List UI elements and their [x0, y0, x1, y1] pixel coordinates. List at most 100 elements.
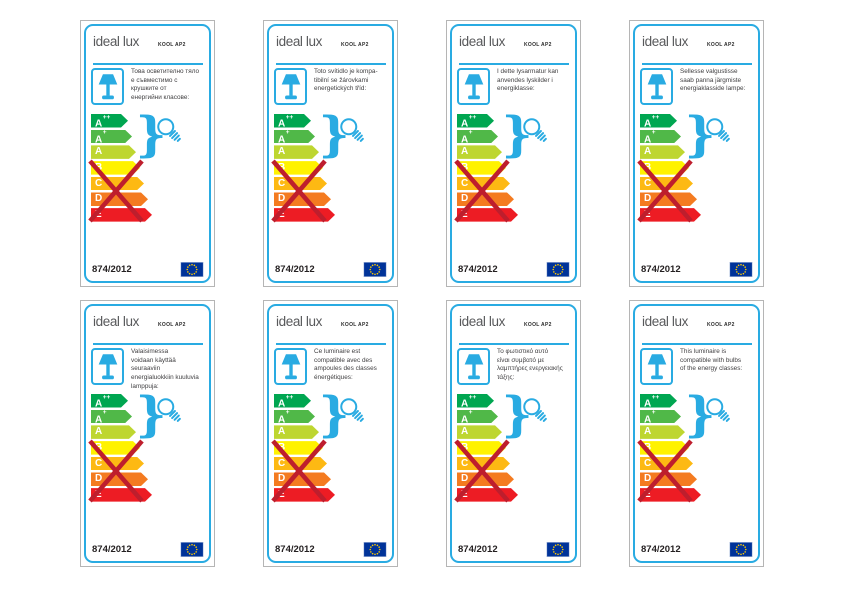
header-divider [93, 343, 203, 345]
regulation-number: 874/2012 [641, 264, 681, 275]
light-bulb-icon [340, 118, 364, 142]
table-lamp-icon [640, 68, 673, 105]
compatibility-text: Sellesse valgustisse saab panna järgmist… [680, 68, 746, 93]
eu-flag-icon [546, 542, 570, 557]
table-lamp-glyph [464, 353, 483, 379]
energy-label-card: ideal lux KOOL AP2 Това осветително тяло… [80, 20, 215, 287]
model-name: KOOL AP2 [158, 322, 186, 328]
energy-class-arrow-App: A++ [457, 114, 494, 128]
model-name: KOOL AP2 [524, 42, 552, 48]
brace-group-icon: } [318, 107, 350, 163]
light-bulb-icon [157, 118, 181, 142]
energy-class-scale: A++A+ABCDE [274, 394, 335, 504]
energy-class-arrow-Ap: A+ [91, 130, 132, 144]
energy-class-arrow-A: A [91, 425, 136, 439]
energy-class-arrow-Ap: A+ [457, 130, 498, 144]
energy-label-card: ideal lux KOOL AP2 This luminaire is com… [629, 300, 764, 567]
energy-label-card: ideal lux KOOL AP2 Valaisimessa voidaan … [80, 300, 215, 567]
light-bulb-icon [340, 398, 364, 422]
compatibility-text: Ce luminaire est compatible avec des amp… [314, 348, 377, 382]
energy-label-card: ideal lux KOOL AP2 Toto svítidlo je komp… [263, 20, 398, 287]
cross-out-icon [637, 159, 693, 223]
energy-class-scale: A++A+ABCDE [640, 114, 701, 224]
energy-class-arrow-App: A++ [274, 394, 311, 408]
table-lamp-glyph [464, 73, 483, 99]
regulation-number: 874/2012 [92, 544, 132, 555]
energy-class-arrow-Ap: A+ [91, 410, 132, 424]
energy-class-arrow-Ap: A+ [274, 410, 315, 424]
energy-class-arrow-A: A [274, 145, 319, 159]
regulation-number: 874/2012 [641, 544, 681, 555]
regulation-number: 874/2012 [92, 264, 132, 275]
energy-class-arrow-A: A [91, 145, 136, 159]
header-divider [459, 343, 569, 345]
energy-class-arrow-App: A++ [457, 394, 494, 408]
compatibility-text: Това осветително тяло е съвместимо с кру… [131, 68, 200, 102]
header-divider [459, 63, 569, 65]
header-divider [642, 343, 752, 345]
model-name: KOOL AP2 [341, 42, 369, 48]
energy-class-scale: A++A+ABCDE [274, 114, 335, 224]
energy-class-arrow-App: A++ [91, 114, 128, 128]
energy-class-arrow-A: A [457, 425, 502, 439]
energy-class-arrow-App: A++ [274, 114, 311, 128]
brace-group-icon: } [684, 387, 716, 443]
energy-class-arrow-App: A++ [640, 114, 677, 128]
energy-class-arrow-A: A [640, 145, 685, 159]
cross-out-icon [88, 439, 144, 503]
brace-group-icon: } [501, 387, 533, 443]
table-lamp-glyph [281, 73, 300, 99]
light-bulb-icon [706, 398, 730, 422]
table-lamp-icon [640, 348, 673, 385]
energy-class-arrow-Ap: A+ [640, 410, 681, 424]
cross-out-icon [454, 159, 510, 223]
light-bulb-icon [706, 118, 730, 142]
model-name: KOOL AP2 [524, 322, 552, 328]
model-name: KOOL AP2 [707, 322, 735, 328]
brand-logo: ideal lux [93, 314, 139, 329]
energy-label-card: ideal lux KOOL AP2 Το φωτιστικό αυτό είν… [446, 300, 581, 567]
header-divider [276, 63, 386, 65]
brand-logo: ideal lux [642, 34, 688, 49]
brace-group-icon: } [501, 107, 533, 163]
energy-class-arrow-Ap: A+ [274, 130, 315, 144]
cross-out-icon [271, 439, 327, 503]
table-lamp-icon [91, 68, 124, 105]
brand-logo: ideal lux [459, 34, 505, 49]
brand-logo: ideal lux [276, 314, 322, 329]
energy-class-arrow-A: A [457, 145, 502, 159]
table-lamp-icon [274, 348, 307, 385]
energy-class-arrow-A: A [640, 425, 685, 439]
compatibility-text: Toto svítidlo je kompa- tibilní se žárov… [314, 68, 378, 93]
energy-class-arrow-App: A++ [91, 394, 128, 408]
table-lamp-icon [457, 348, 490, 385]
eu-flag-icon [546, 262, 570, 277]
cross-out-icon [271, 159, 327, 223]
energy-class-arrow-Ap: A+ [457, 410, 498, 424]
brace-group-icon: } [318, 387, 350, 443]
brace-group-icon: } [135, 387, 167, 443]
eu-flag-icon [363, 262, 387, 277]
eu-flag-icon [729, 542, 753, 557]
model-name: KOOL AP2 [707, 42, 735, 48]
brand-logo: ideal lux [459, 314, 505, 329]
energy-label-card: ideal lux KOOL AP2 I dette lysarmatur ka… [446, 20, 581, 287]
light-bulb-icon [523, 118, 547, 142]
table-lamp-glyph [281, 353, 300, 379]
regulation-number: 874/2012 [275, 264, 315, 275]
header-divider [642, 63, 752, 65]
energy-label-card: ideal lux KOOL AP2 Sellesse valgustisse … [629, 20, 764, 287]
compatibility-text: Το φωτιστικό αυτό είναι συμβατό με λαμπτ… [497, 348, 563, 382]
energy-label-card: ideal lux KOOL AP2 Ce luminaire est comp… [263, 300, 398, 567]
regulation-number: 874/2012 [458, 264, 498, 275]
regulation-number: 874/2012 [275, 544, 315, 555]
table-lamp-glyph [98, 73, 117, 99]
light-bulb-icon [157, 398, 181, 422]
brand-logo: ideal lux [642, 314, 688, 329]
cross-out-icon [637, 439, 693, 503]
brace-group-icon: } [684, 107, 716, 163]
eu-flag-icon [729, 262, 753, 277]
light-bulb-icon [523, 398, 547, 422]
energy-class-arrow-Ap: A+ [640, 130, 681, 144]
